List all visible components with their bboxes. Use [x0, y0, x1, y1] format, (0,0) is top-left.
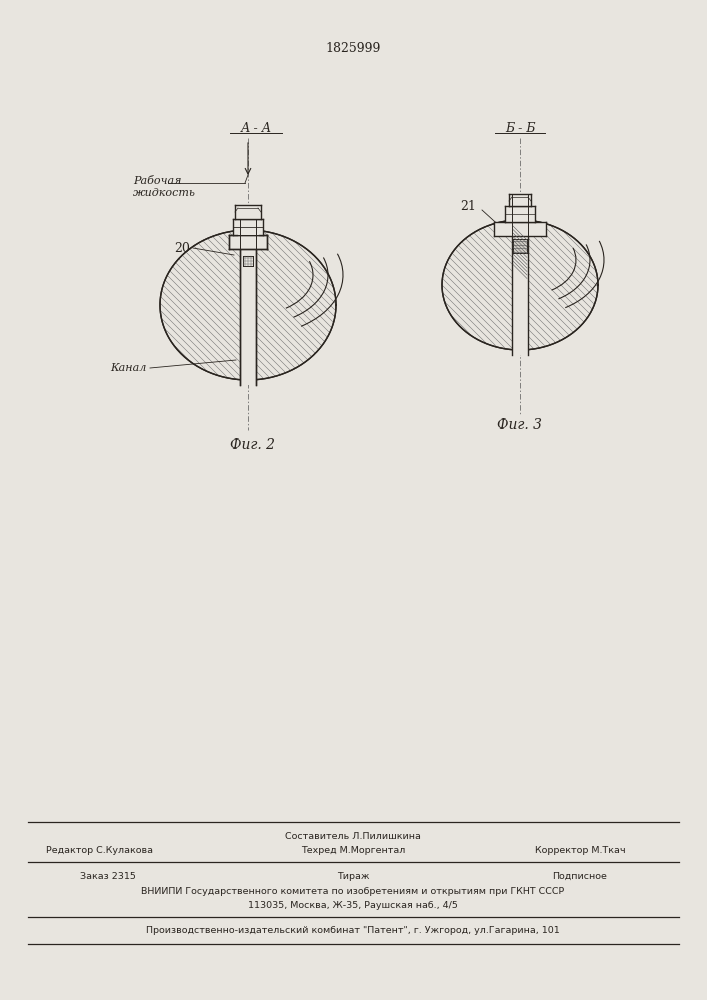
- Text: 113035, Москва, Ж-35, Раушская наб., 4/5: 113035, Москва, Ж-35, Раушская наб., 4/5: [248, 901, 458, 910]
- Polygon shape: [235, 205, 261, 219]
- Text: Б - Б: Б - Б: [505, 121, 535, 134]
- Polygon shape: [512, 200, 528, 355]
- Text: Тираж: Тираж: [337, 872, 369, 881]
- Text: Фиг. 2: Фиг. 2: [230, 438, 276, 452]
- Text: Производственно-издательский комбинат "Патент", г. Ужгород, ул.Гагарина, 101: Производственно-издательский комбинат "П…: [146, 926, 560, 935]
- Text: 21: 21: [460, 200, 476, 214]
- Polygon shape: [229, 235, 267, 249]
- Polygon shape: [505, 206, 535, 222]
- Text: 20: 20: [174, 241, 190, 254]
- Text: Составитель Л.Пилишкина: Составитель Л.Пилишкина: [285, 832, 421, 841]
- Text: А - А: А - А: [240, 121, 271, 134]
- Polygon shape: [513, 239, 527, 253]
- Text: Рабочая
жидкость: Рабочая жидкость: [133, 176, 196, 198]
- Polygon shape: [509, 194, 531, 206]
- Text: Редактор С.Кулакова: Редактор С.Кулакова: [47, 846, 153, 855]
- Text: Фиг. 3: Фиг. 3: [498, 418, 542, 432]
- Text: ВНИИПИ Государственного комитета по изобретениям и открытиям при ГКНТ СССР: ВНИИПИ Государственного комитета по изоб…: [141, 887, 565, 896]
- Text: Заказ 2315: Заказ 2315: [80, 872, 136, 881]
- Text: Корректор М.Ткач: Корректор М.Ткач: [534, 846, 625, 855]
- Polygon shape: [240, 225, 256, 385]
- Polygon shape: [494, 222, 546, 236]
- Polygon shape: [233, 219, 263, 235]
- Text: 1825999: 1825999: [325, 41, 380, 54]
- Text: Техред М.Моргентал: Техред М.Моргентал: [300, 846, 405, 855]
- Text: Подписное: Подписное: [553, 872, 607, 881]
- Text: Канал: Канал: [110, 363, 146, 373]
